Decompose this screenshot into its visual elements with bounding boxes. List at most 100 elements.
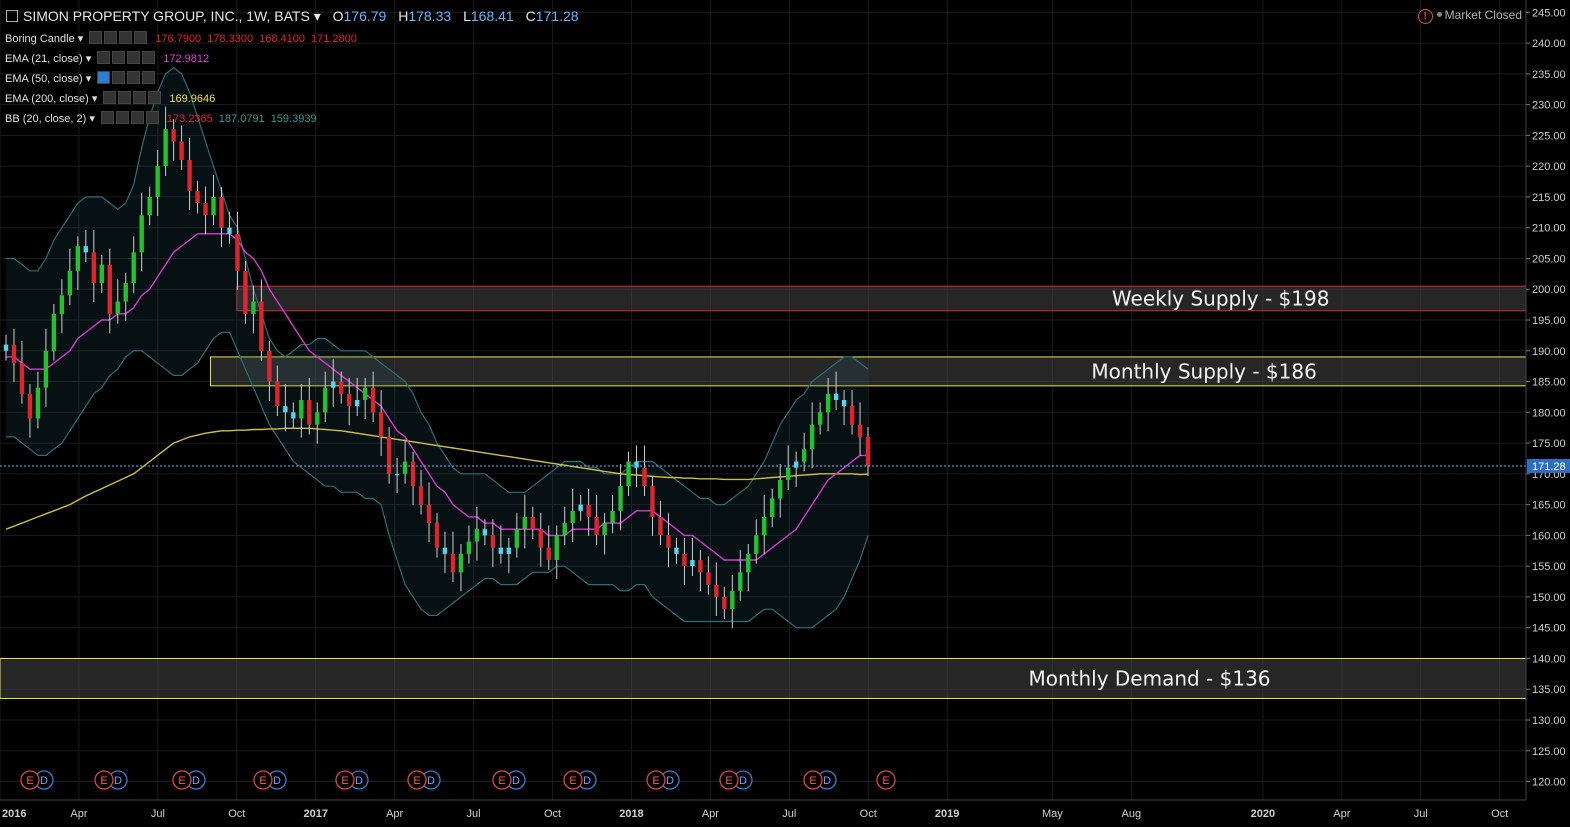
y-tick-label: 160.00 — [1532, 530, 1566, 542]
candle-body — [11, 344, 17, 364]
candle-body — [626, 461, 631, 487]
collapse-icon[interactable] — [6, 10, 18, 22]
candle-body — [666, 535, 671, 548]
x-tick-label: 2019 — [935, 808, 959, 820]
candle-body — [562, 523, 567, 536]
close-icon[interactable] — [142, 51, 156, 64]
candle-body — [275, 381, 280, 407]
dividend-marker-label: D — [583, 775, 591, 787]
earnings-marker-label: E — [100, 775, 107, 787]
candle-body — [179, 141, 184, 160]
indicator-row[interactable]: EMA (21, close) ▾ 172.9812 — [5, 51, 209, 67]
close-icon[interactable] — [134, 31, 148, 44]
candle-body — [339, 381, 344, 394]
more-icon[interactable] — [119, 31, 133, 44]
close-icon[interactable] — [148, 91, 162, 104]
indicator-row[interactable]: EMA (50, close) ▾ — [5, 71, 157, 87]
candle-body — [331, 381, 336, 388]
earnings-marker — [335, 770, 355, 790]
earnings-marker-label: E — [259, 775, 266, 787]
indicator-name[interactable]: EMA (21, close) — [5, 53, 83, 65]
y-tick-label: 220.00 — [1532, 161, 1566, 173]
dividend-marker-label: D — [192, 775, 200, 787]
eye-icon[interactable] — [97, 51, 111, 64]
settings-icon[interactable] — [115, 111, 129, 124]
settings-icon[interactable] — [112, 71, 126, 84]
dropdown-icon[interactable]: ▾ — [88, 93, 98, 105]
indicator-name[interactable]: Boring Candle — [5, 33, 75, 45]
indicator-row[interactable]: EMA (200, close) ▾ 169.9646 — [5, 91, 215, 107]
earnings-marker-label: E — [809, 775, 816, 787]
eye-icon[interactable] — [89, 31, 103, 44]
dropdown-icon[interactable]: ▾ — [82, 53, 92, 65]
earnings-marker-label: E — [26, 775, 33, 787]
x-tick-label: Jul — [467, 808, 481, 820]
candle-body — [706, 572, 711, 585]
x-tick-label: Jul — [151, 808, 165, 820]
earnings-marker-label: E — [341, 775, 348, 787]
eye-icon[interactable] — [97, 71, 111, 84]
more-icon[interactable] — [133, 91, 147, 104]
candle-body — [51, 313, 57, 351]
candle-body — [442, 547, 448, 554]
close-icon[interactable] — [145, 111, 159, 124]
x-tick-label: Apr — [70, 808, 87, 820]
close-label: C — [525, 8, 536, 24]
y-tick-label: 205.00 — [1532, 253, 1566, 265]
candle-body — [139, 215, 144, 253]
candle-body — [291, 412, 296, 419]
high-label: H — [398, 8, 409, 24]
indicator-value: 176.7900 — [155, 33, 202, 45]
more-icon[interactable] — [127, 71, 141, 84]
candle-body — [674, 547, 679, 554]
candle-body — [163, 129, 168, 167]
candle-body — [833, 393, 839, 400]
warning-icon[interactable]: ! — [1417, 9, 1433, 24]
y-tick-label: 175.00 — [1532, 438, 1566, 450]
settings-icon[interactable] — [104, 31, 118, 44]
candle-body — [203, 203, 208, 216]
settings-icon[interactable] — [112, 51, 126, 64]
candle-body — [817, 412, 823, 425]
more-icon[interactable] — [127, 51, 141, 64]
indicator-name[interactable]: EMA (200, close) — [5, 93, 89, 105]
candle-body — [219, 196, 224, 228]
indicator-value: 178.3300 — [207, 33, 254, 45]
candle-body — [841, 400, 847, 407]
dividend-marker-label: D — [355, 775, 363, 787]
candle-body — [354, 400, 360, 407]
indicator-name[interactable]: BB (20, close, 2) — [5, 113, 87, 125]
x-tick-label: Oct — [228, 808, 245, 820]
dropdown-icon[interactable]: ▾ — [86, 113, 95, 125]
dividend-marker-label: D — [427, 775, 435, 787]
candle-body — [195, 190, 200, 204]
dividend-marker-label: D — [114, 775, 122, 787]
zone-box — [0, 657, 1527, 699]
candle-body — [809, 424, 815, 450]
y-tick-label: 120.00 — [1532, 777, 1566, 789]
symbol-title[interactable]: SIMON PROPERTY GROUP, INC., 1W, BATS — [23, 8, 310, 24]
last-price-label: 171.28 — [1532, 461, 1566, 473]
settings-icon[interactable] — [118, 91, 132, 104]
candle-body — [67, 270, 73, 296]
more-icon[interactable] — [130, 111, 144, 124]
x-tick-label: 2020 — [1251, 808, 1275, 820]
x-tick-label: Apr — [386, 808, 403, 820]
eye-icon[interactable] — [100, 111, 114, 124]
dropdown-icon[interactable]: ▾ — [309, 8, 321, 24]
candle-body — [530, 516, 535, 530]
indicator-name[interactable]: EMA (50, close) — [5, 73, 83, 85]
indicator-row[interactable]: Boring Candle ▾ 176.7900 178.3300 168.4100 1… — [5, 31, 357, 47]
candle-body — [770, 498, 775, 517]
candle-body — [83, 246, 89, 253]
ema21-line — [6, 233, 868, 561]
dropdown-icon[interactable]: ▾ — [82, 73, 92, 85]
dropdown-icon[interactable]: ▾ — [74, 33, 84, 45]
close-icon[interactable] — [142, 71, 156, 84]
indicator-value: 171.2800 — [310, 33, 357, 45]
y-tick-label: 145.00 — [1532, 623, 1566, 635]
eye-icon[interactable] — [103, 91, 117, 104]
candle-body — [418, 486, 424, 505]
indicator-row[interactable]: BB (20, close, 2) ▾ 173.2365 187.0791 159.3… — [5, 111, 317, 127]
